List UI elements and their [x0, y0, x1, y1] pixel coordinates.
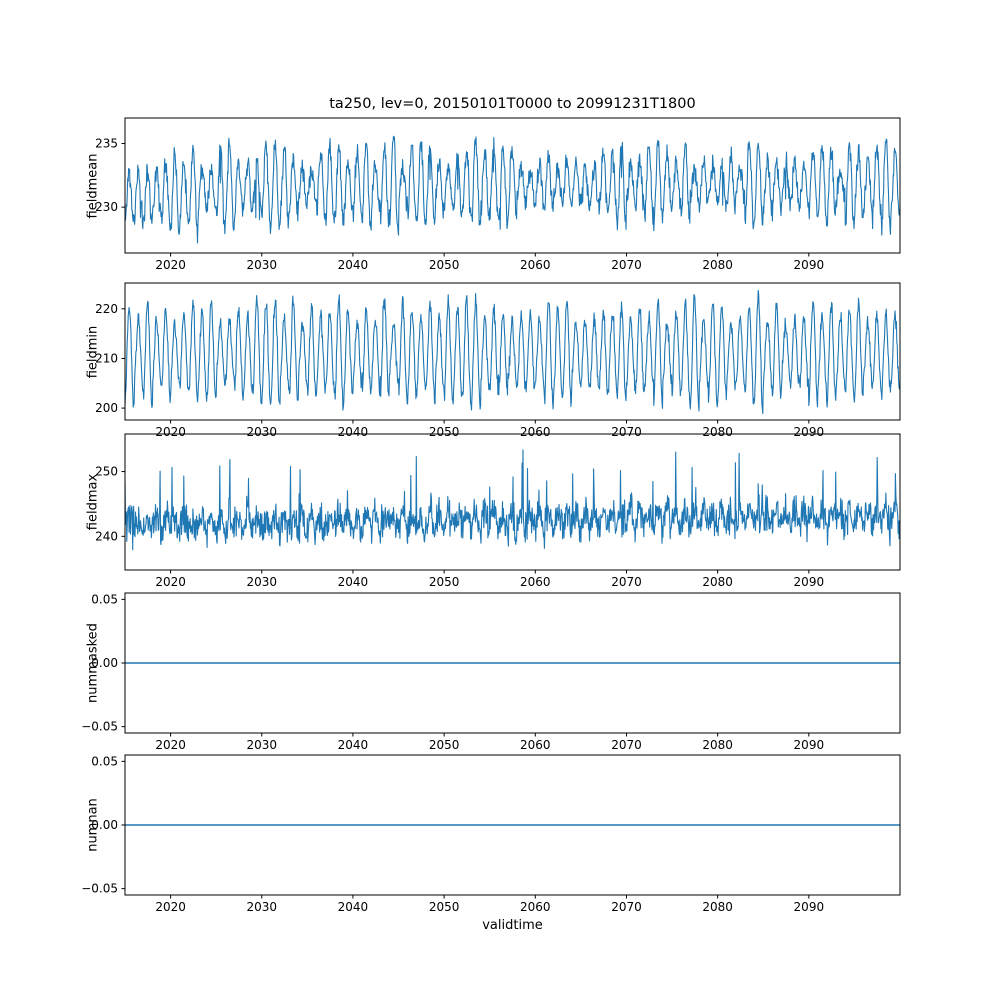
x-tick-label: 2020 — [155, 738, 186, 752]
subplot-fieldmin: 200 210 220 2020 2030 2040 2050 2060 2070 2080 209… — [95, 282, 901, 439]
y-axis-label-fieldmean: fieldmean — [85, 153, 101, 218]
axes-frame — [124, 433, 901, 571]
y-tick-label: 240 — [95, 529, 118, 543]
y-tick-label: 0.00 — [91, 656, 118, 670]
data-line-fieldmin — [125, 289, 900, 415]
x-tick-label: 2020 — [155, 575, 186, 589]
y-tick-label: 230 — [95, 200, 118, 214]
x-tick-label: 2030 — [246, 738, 277, 752]
x-tick-label: 2030 — [246, 900, 277, 914]
x-tick-label: 2050 — [429, 575, 460, 589]
x-tick-label: 2070 — [611, 425, 642, 439]
axes-frame — [124, 282, 901, 421]
subplot-nummasked: −0.05 0.00 0.05 2020 2030 2040 2050 2060 2070 208… — [81, 592, 901, 752]
x-tick-label: 2020 — [155, 258, 186, 272]
x-tick-label: 2070 — [611, 900, 642, 914]
figure-title: ta250, lev=0, 20150101T0000 to 20991231T… — [329, 96, 696, 112]
x-tick-label: 2080 — [702, 425, 733, 439]
x-tick-label: 2070 — [611, 575, 642, 589]
x-axis-label: validtime — [482, 918, 543, 933]
x-tick-label: 2090 — [794, 575, 825, 589]
y-tick-label: 220 — [95, 302, 118, 316]
y-tick-label: 250 — [95, 465, 118, 479]
x-tick-label: 2060 — [520, 575, 551, 589]
x-tick-label: 2090 — [794, 738, 825, 752]
x-tick-label: 2040 — [338, 425, 369, 439]
y-axis-label-fieldmin: fieldmin — [85, 325, 101, 378]
x-tick-label: 2080 — [702, 900, 733, 914]
x-tick-label: 2070 — [611, 738, 642, 752]
y-tick-label: −0.05 — [81, 882, 118, 896]
y-tick-label: 0.05 — [91, 754, 118, 768]
x-tick-label: 2060 — [520, 900, 551, 914]
x-tick-label: 2050 — [429, 738, 460, 752]
x-tick-label: 2020 — [155, 425, 186, 439]
x-tick-label: 2090 — [794, 258, 825, 272]
x-tick-label: 2050 — [429, 900, 460, 914]
y-axis-label-numnan: numnan — [85, 798, 101, 852]
x-tick-label: 2030 — [246, 425, 277, 439]
x-tick-label: 2040 — [338, 258, 369, 272]
x-tick-label: 2020 — [155, 900, 186, 914]
subplot-numnan: −0.05 0.00 0.05 2020 2030 2040 2050 2060 2070 208… — [81, 754, 901, 914]
x-tick-label: 2040 — [338, 575, 369, 589]
y-tick-label: −0.05 — [81, 720, 118, 734]
x-tick-label: 2060 — [520, 425, 551, 439]
x-tick-label: 2050 — [429, 425, 460, 439]
x-tick-label: 2090 — [794, 900, 825, 914]
x-tick-label: 2040 — [338, 738, 369, 752]
x-tick-label: 2070 — [611, 258, 642, 272]
x-tick-label: 2050 — [429, 258, 460, 272]
data-line-fieldmean — [125, 135, 900, 244]
subplot-fieldmax: 240 250 2020 2030 2040 2050 2060 2070 2080 2090 — [95, 433, 901, 589]
y-axis-label-nummasked: nummasked — [85, 623, 101, 703]
x-tick-label: 2060 — [520, 738, 551, 752]
x-tick-label: 2030 — [246, 575, 277, 589]
data-line-fieldmax — [125, 449, 900, 551]
y-axis-label-fieldmax: fieldmax — [85, 473, 101, 531]
x-tick-label: 2080 — [702, 258, 733, 272]
y-tick-label: 0.05 — [91, 592, 118, 606]
x-tick-label: 2060 — [520, 258, 551, 272]
x-tick-label: 2040 — [338, 900, 369, 914]
y-tick-label: 210 — [95, 351, 118, 365]
y-tick-label: 0.00 — [91, 818, 118, 832]
x-tick-label: 2030 — [246, 258, 277, 272]
x-tick-label: 2080 — [702, 575, 733, 589]
y-tick-label: 200 — [95, 401, 118, 415]
y-tick-label: 235 — [95, 136, 118, 150]
axes-frame — [124, 117, 901, 254]
x-tick-label: 2090 — [794, 425, 825, 439]
x-tick-label: 2080 — [702, 738, 733, 752]
subplot-fieldmean: 230 235 2020 2030 2040 2050 2060 2070 2080 2090 — [95, 117, 901, 272]
